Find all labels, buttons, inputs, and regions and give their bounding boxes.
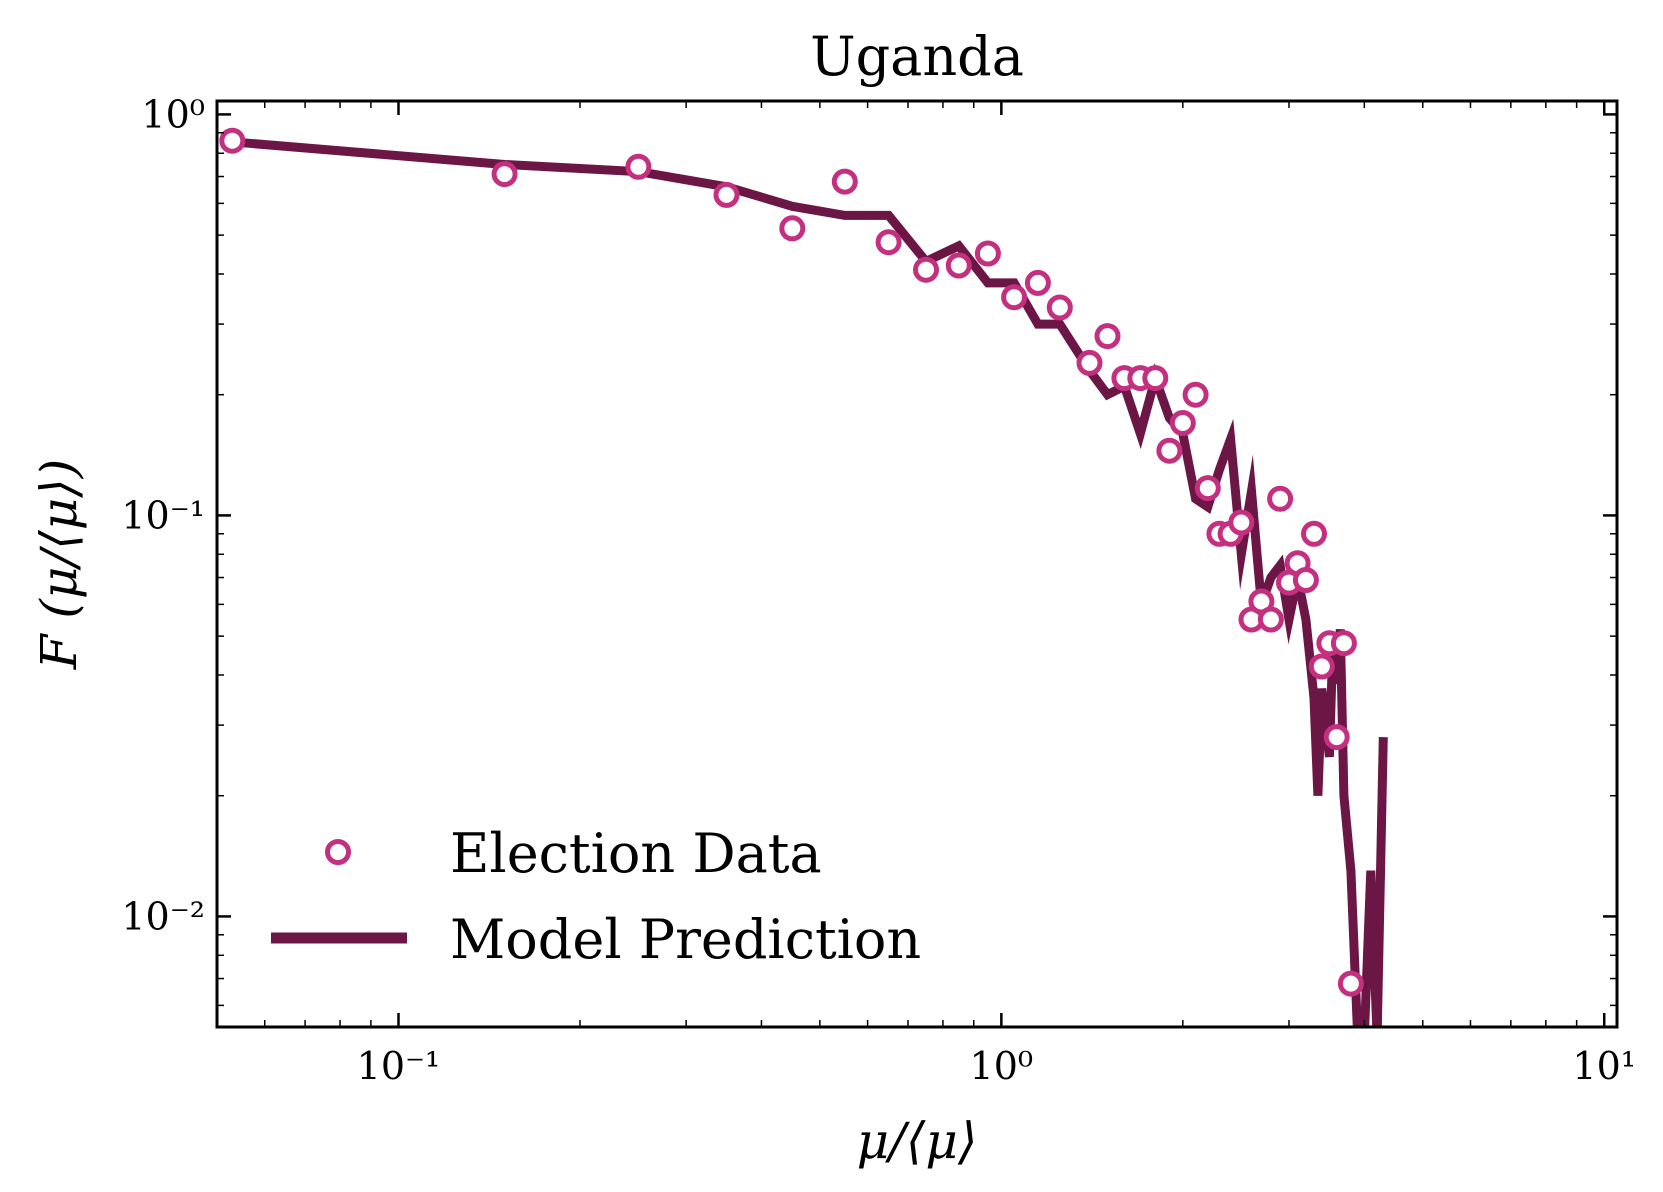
axis-tick-labels: 10⁻¹ 10⁰ 10¹ 10⁰ 10⁻¹ 10⁻² <box>121 92 1636 1088</box>
data-point <box>875 229 902 256</box>
chart-title: Uganda <box>810 25 1024 88</box>
legend-marker-election-data <box>325 839 351 865</box>
x-axis-label: μ/⟨μ⟩ <box>857 1112 978 1170</box>
data-point <box>1194 475 1221 502</box>
model-prediction-series <box>241 138 1388 1027</box>
legend-label-model-prediction: Model Prediction <box>450 908 921 971</box>
data-point <box>1267 485 1294 512</box>
plot-area <box>219 127 1388 1027</box>
legend: Election Data Model Prediction <box>271 822 921 971</box>
data-point <box>1301 520 1327 547</box>
data-point <box>831 168 858 195</box>
data-point <box>1169 410 1196 436</box>
data-point <box>1046 294 1073 321</box>
data-point <box>1024 269 1051 296</box>
data-point <box>625 153 652 180</box>
data-point <box>1076 349 1103 376</box>
data-point <box>974 240 1001 267</box>
y-tick-label: 10⁻¹ <box>121 493 205 537</box>
data-point <box>1001 284 1028 311</box>
y-axis-label: F (μ/⟨μ⟩) <box>30 459 88 670</box>
model-prediction-line <box>241 138 1388 1027</box>
data-point <box>1156 437 1183 464</box>
data-point <box>1308 653 1335 680</box>
x-tick-label: 10⁰ <box>970 1044 1034 1088</box>
data-point <box>1228 509 1255 536</box>
y-tick-label: 10⁰ <box>141 92 205 136</box>
data-point <box>219 127 246 154</box>
y-tick-label: 10⁻² <box>121 894 205 938</box>
data-point <box>1337 970 1364 997</box>
data-point <box>491 161 518 188</box>
x-tick-label: 10¹ <box>1572 1044 1636 1088</box>
data-point <box>1094 323 1121 350</box>
plot-frame <box>215 99 1619 1029</box>
data-point <box>1323 724 1350 751</box>
data-point <box>1182 381 1209 408</box>
data-point <box>779 215 806 242</box>
data-point <box>1330 630 1357 657</box>
data-point <box>1142 365 1169 392</box>
axis-ticks <box>216 101 1617 1027</box>
data-point <box>913 256 939 283</box>
election-data-series <box>219 127 1364 997</box>
legend-label-election-data: Election Data <box>450 822 822 885</box>
x-tick-label: 10⁻¹ <box>357 1044 441 1088</box>
data-point <box>1292 567 1319 593</box>
data-point <box>713 181 740 208</box>
data-point <box>945 252 972 279</box>
data-point <box>1257 606 1284 633</box>
